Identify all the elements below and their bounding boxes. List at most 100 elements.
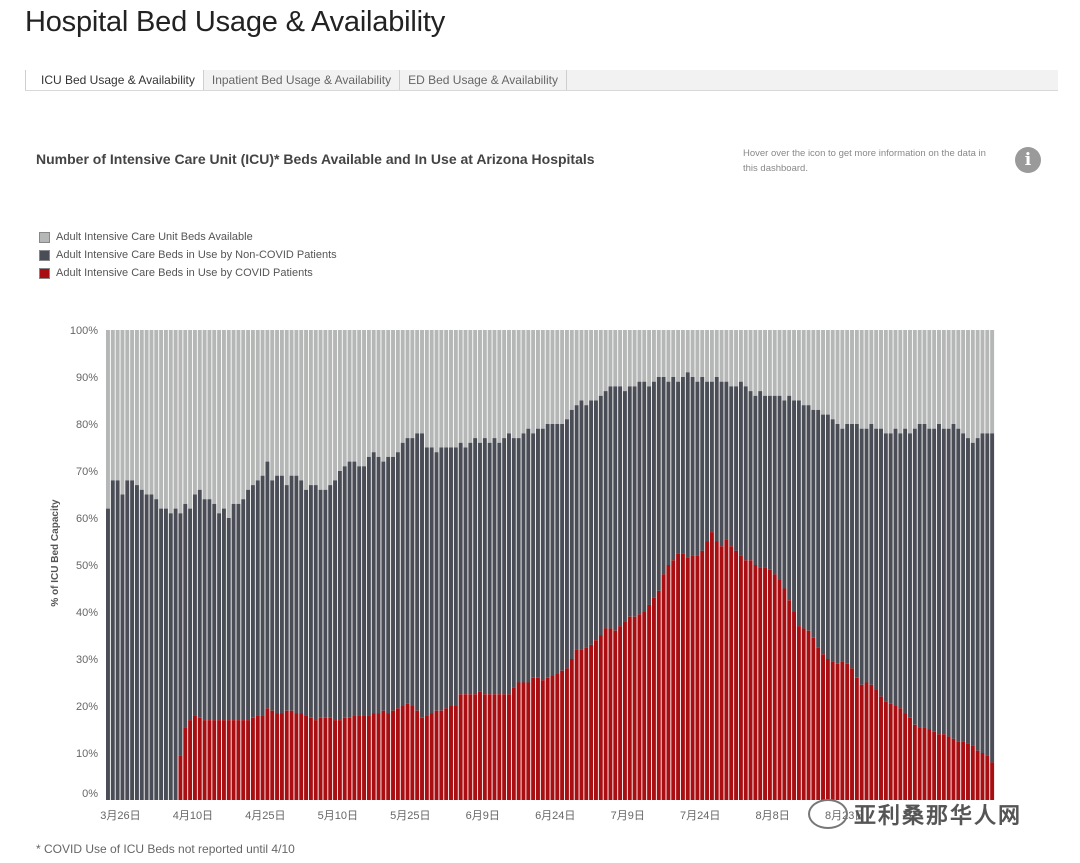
info-icon[interactable]: i [1015, 147, 1041, 173]
bar-available [507, 330, 511, 434]
bar-covid [705, 541, 710, 800]
bar-non-covid [632, 386, 637, 617]
bar-non-covid [787, 395, 792, 601]
bar-available [888, 330, 893, 434]
bar-covid [487, 694, 492, 800]
bar-available [449, 330, 453, 448]
bar-non-covid [671, 377, 676, 561]
bar-available [613, 330, 618, 387]
bar-available [284, 330, 289, 486]
bar-available [574, 330, 579, 406]
bar-covid [313, 720, 318, 800]
bar-covid [763, 567, 768, 800]
bar-available [420, 330, 424, 434]
bar-non-covid [758, 391, 763, 568]
bar-non-covid [719, 381, 724, 547]
bar-available [212, 330, 217, 504]
bar-covid [540, 680, 545, 800]
bar-available [603, 330, 608, 392]
bar-non-covid [231, 503, 236, 721]
bar-non-covid [613, 386, 618, 631]
bar-covid [333, 720, 338, 800]
bar-non-covid [579, 400, 584, 650]
bar-available [903, 330, 908, 429]
bar-covid [246, 720, 251, 800]
bar-non-covid [347, 461, 352, 718]
bar-non-covid [449, 447, 453, 706]
bar-available [139, 330, 144, 490]
bar-covid [584, 647, 589, 800]
legend-item-covid[interactable]: Adult Intensive Care Beds in Use by COVI… [39, 264, 337, 282]
bar-non-covid [154, 499, 159, 800]
bar-available [352, 330, 357, 462]
bar-non-covid [661, 377, 666, 575]
bar-available [642, 330, 647, 382]
bar-available [951, 330, 956, 424]
tab-inpatient-beds[interactable]: Inpatient Bed Usage & Availability [204, 70, 401, 90]
bar-available [159, 330, 164, 509]
bar-non-covid [337, 471, 342, 721]
bar-non-covid [782, 400, 787, 589]
bar-covid [917, 727, 922, 800]
bar-non-covid [898, 433, 903, 709]
bar-non-covid [564, 419, 569, 669]
bar-covid [521, 682, 526, 800]
chart-legend: Adult Intensive Care Unit Beds Available… [39, 228, 337, 282]
bar-non-covid [458, 442, 463, 695]
y-tick-label: 20% [76, 701, 98, 713]
bar-non-covid [516, 438, 521, 683]
bar-covid [767, 569, 772, 800]
bar-non-covid [439, 447, 444, 711]
legend-swatch-available [39, 231, 50, 243]
bar-available [661, 330, 666, 377]
legend-item-available[interactable]: Adult Intensive Care Unit Beds Available [39, 228, 337, 246]
bar-covid [492, 694, 497, 800]
bar-non-covid [845, 424, 850, 664]
bar-available [130, 330, 135, 481]
bar-covid [463, 694, 468, 800]
bar-available [144, 330, 149, 495]
bar-non-covid [275, 475, 280, 714]
bar-covid [347, 717, 352, 800]
bar-available [357, 330, 362, 467]
tab-icu-beds[interactable]: ICU Bed Usage & Availability [25, 70, 204, 90]
bar-non-covid [724, 381, 729, 540]
bar-available [236, 330, 241, 504]
bar-covid [729, 546, 734, 800]
bar-covid [420, 717, 424, 800]
bar-available [207, 330, 212, 500]
x-tick-label: 5月10日 [318, 810, 358, 822]
bar-covid [685, 557, 690, 800]
bar-available [825, 330, 830, 415]
bar-non-covid [168, 513, 173, 800]
bar-covid [806, 630, 811, 800]
bar-non-covid [705, 381, 710, 542]
bar-non-covid [405, 438, 410, 704]
bar-available [666, 330, 671, 382]
bar-non-covid [685, 372, 690, 558]
bar-available [705, 330, 710, 382]
bar-covid [840, 661, 845, 800]
bar-available [265, 330, 270, 462]
legend-item-non-covid[interactable]: Adult Intensive Care Beds in Use by Non-… [39, 246, 337, 264]
bar-covid [536, 677, 540, 800]
bar-non-covid [912, 428, 917, 725]
tab-ed-beds[interactable]: ED Bed Usage & Availability [400, 70, 567, 90]
bar-non-covid [149, 494, 154, 800]
bar-available [937, 330, 941, 424]
bar-covid [178, 755, 183, 800]
bar-available [898, 330, 903, 434]
bar-non-covid [250, 485, 255, 718]
bar-covid [241, 720, 246, 800]
bar-covid [531, 677, 536, 800]
bar-covid [202, 720, 207, 800]
bar-available [700, 330, 705, 377]
bar-non-covid [265, 461, 270, 709]
bar-non-covid [961, 433, 966, 742]
bar-covid [555, 673, 560, 800]
bar-covid [854, 677, 859, 800]
bar-available [217, 330, 222, 514]
bar-available [651, 330, 656, 382]
bar-non-covid [714, 377, 719, 542]
bar-available [115, 330, 120, 481]
